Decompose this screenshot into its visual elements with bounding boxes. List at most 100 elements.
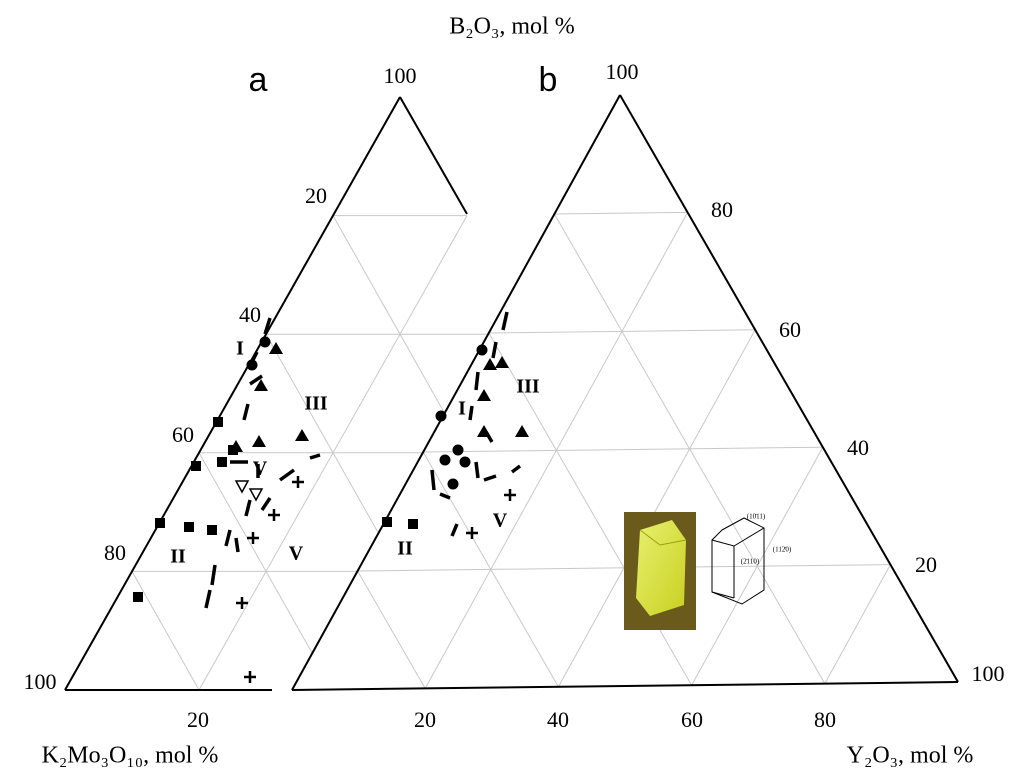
boundary-dash bbox=[439, 492, 451, 500]
right-axis-label: Y₂O₃, mol % bbox=[847, 743, 974, 769]
tick-label: 60 bbox=[779, 317, 801, 342]
grid-a bbox=[131, 215, 511, 690]
plus-marker bbox=[504, 489, 516, 501]
markers bbox=[133, 311, 529, 683]
circle-marker bbox=[439, 454, 451, 466]
boundary-dash bbox=[204, 589, 212, 609]
square-marker bbox=[382, 517, 392, 527]
triangle-marker bbox=[477, 389, 491, 401]
boundary-dash bbox=[468, 405, 474, 421]
square-marker bbox=[217, 457, 227, 467]
boundary-dash bbox=[224, 529, 232, 547]
square-marker bbox=[155, 518, 165, 528]
tick-label: 20 bbox=[915, 552, 937, 577]
circle-marker bbox=[435, 410, 447, 422]
square-marker bbox=[408, 519, 418, 529]
grid-line bbox=[423, 446, 823, 453]
left-axis-label: K₂Mo₃O₁₀, mol % bbox=[42, 743, 219, 769]
boundary-dash bbox=[491, 341, 498, 359]
plus-marker bbox=[236, 597, 248, 609]
boundary-dash bbox=[210, 564, 217, 586]
boundary-dash bbox=[234, 537, 240, 553]
region-label: III bbox=[304, 393, 328, 415]
grid-line bbox=[554, 211, 688, 215]
circle-marker bbox=[459, 456, 471, 468]
grid-line bbox=[131, 571, 200, 690]
tick-label: 60 bbox=[172, 422, 194, 447]
boundary-dash bbox=[309, 453, 321, 460]
boundary-dash bbox=[249, 374, 263, 386]
boundary-dash bbox=[248, 351, 259, 367]
region-label: III bbox=[516, 376, 540, 398]
triangle-marker bbox=[295, 429, 309, 441]
panel-letter: a bbox=[249, 61, 268, 99]
triangle-marker bbox=[495, 356, 509, 368]
grid-line bbox=[357, 570, 426, 689]
crystal-sketch bbox=[711, 517, 765, 605]
boundary-dash bbox=[430, 469, 436, 491]
region-label: V bbox=[493, 510, 508, 532]
circle-marker bbox=[259, 336, 271, 348]
square-marker bbox=[207, 525, 217, 535]
tick-label: 80 bbox=[814, 707, 836, 732]
triangle-marker bbox=[483, 358, 497, 370]
boundary-dash bbox=[450, 523, 459, 537]
boundary-dash bbox=[244, 499, 252, 517]
region-label: II bbox=[170, 546, 186, 568]
tick-label: 20 bbox=[305, 183, 327, 208]
square-marker bbox=[133, 592, 143, 602]
plus-marker bbox=[244, 671, 256, 683]
square-marker bbox=[213, 417, 223, 427]
region-label: I bbox=[236, 338, 244, 360]
tick-label: 100 bbox=[384, 63, 417, 88]
tick-label: 60 bbox=[681, 707, 703, 732]
tick-label: 100 bbox=[24, 669, 57, 694]
boundary-dash bbox=[278, 468, 296, 482]
tick-label: 40 bbox=[547, 707, 569, 732]
grid-line bbox=[824, 564, 891, 684]
tick-label: 40 bbox=[239, 302, 261, 327]
plus-marker bbox=[247, 532, 259, 544]
boundary-dash bbox=[474, 461, 480, 479]
boundary-dash bbox=[501, 311, 509, 331]
prism bbox=[711, 517, 765, 605]
crystal-photo bbox=[624, 512, 696, 630]
prism-edge bbox=[711, 527, 765, 547]
open-triangle-marker bbox=[248, 488, 264, 502]
circle-marker bbox=[452, 444, 464, 456]
triangle-marker bbox=[252, 435, 266, 447]
grid-line bbox=[198, 215, 468, 690]
boundary-dash bbox=[510, 464, 522, 474]
boundary-dash bbox=[263, 317, 272, 335]
grid-line bbox=[553, 213, 826, 684]
tick-label: 20 bbox=[187, 707, 209, 732]
title: B₂O₃, mol % bbox=[449, 14, 574, 40]
boundary-dash bbox=[260, 497, 272, 511]
plus-marker bbox=[268, 509, 280, 521]
tick-label: 80 bbox=[104, 540, 126, 565]
boundary-dash bbox=[474, 371, 480, 391]
grid-line bbox=[265, 333, 468, 690]
tick-label: 100 bbox=[606, 59, 639, 84]
panel-letter: b bbox=[539, 61, 558, 99]
tick-label: 80 bbox=[711, 197, 733, 222]
face-label: (112̄0) bbox=[773, 546, 792, 554]
grid-line bbox=[557, 329, 756, 688]
triangle-marker bbox=[269, 342, 283, 354]
grid-line bbox=[424, 212, 689, 689]
triangle-marker bbox=[254, 379, 268, 391]
plus-marker bbox=[466, 527, 478, 539]
prism-edge bbox=[711, 591, 735, 599]
open-triangle-marker bbox=[234, 480, 250, 494]
region-label: I bbox=[458, 398, 466, 420]
boundary-dash bbox=[242, 403, 250, 421]
square-marker bbox=[191, 461, 201, 471]
crystal-edge bbox=[639, 529, 687, 546]
axes bbox=[64, 94, 959, 691]
axis-b-left bbox=[291, 94, 621, 691]
tick-label: 100 bbox=[972, 661, 1005, 686]
square-marker bbox=[184, 522, 194, 532]
grid-line bbox=[466, 452, 511, 690]
face-label: (10̄11) bbox=[747, 513, 766, 521]
